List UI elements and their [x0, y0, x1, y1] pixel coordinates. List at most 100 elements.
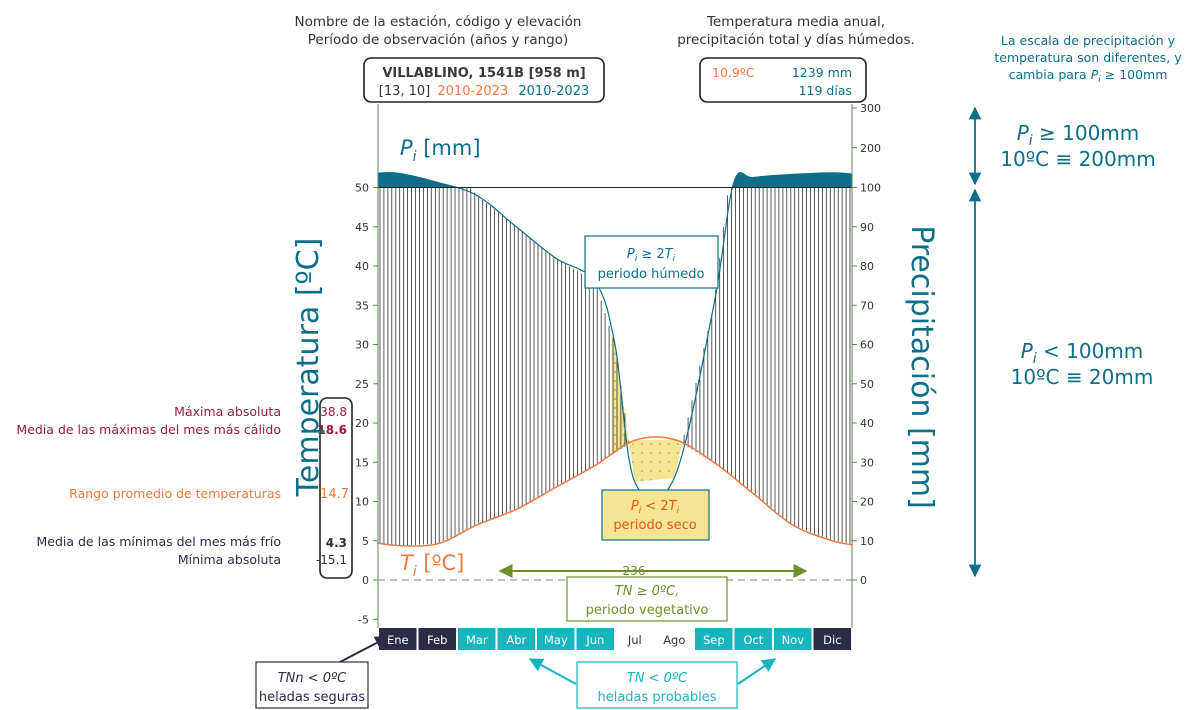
vegetative-days: 236 [623, 564, 646, 578]
mean-max-value: 18.6 [317, 423, 347, 437]
abs-max-label: Máxima absoluta [174, 404, 281, 419]
month-cell [576, 628, 614, 650]
left-tick-label: 0 [362, 574, 369, 587]
scale-note-suffix: ≥ 100mm [1105, 67, 1168, 82]
humid-hatch-layer [379, 187, 851, 546]
lower-scale-line1: Pi < 100mm [1021, 339, 1144, 367]
annual-caption-line1: Temperatura media anual, [706, 14, 885, 30]
month-cell [774, 628, 812, 650]
vegetative-line1: TN ≥ 0ºC, [615, 584, 679, 599]
left-tick-label: 35 [355, 299, 369, 312]
month-label: Jun [585, 633, 604, 647]
station-box [363, 57, 605, 103]
month-cell [497, 628, 535, 650]
series-layer [377, 171, 853, 581]
right-tick-label: 0 [860, 574, 867, 587]
range-value: 14.7 [320, 487, 349, 502]
left-tick-label: -5 [358, 613, 369, 626]
month-label: Oct [743, 633, 763, 647]
station-name: VILLABLINO, 1541B [958 m] [382, 66, 585, 81]
left-tick-label: 15 [355, 456, 369, 469]
month-label: Jul [627, 633, 642, 647]
left-tick-label: 40 [355, 260, 369, 273]
scale-note-sub: i [1098, 75, 1101, 85]
fill-layer [378, 172, 852, 482]
temp-curve-label: Ti [ºC] [400, 551, 464, 580]
month-cell [537, 628, 575, 650]
abs-min-label: Mínima absoluta [178, 552, 281, 567]
month-label: Feb [427, 633, 447, 647]
scale-note-line2: temperatura son diferentes, y [994, 50, 1182, 65]
precipitation-line [377, 171, 853, 500]
annual-caption-line2: precipitación total y días húmedos. [677, 32, 915, 48]
annual-box [699, 57, 867, 103]
month-cell [695, 628, 733, 650]
mean-min-value: 4.3 [326, 536, 347, 550]
right-tick-label: 60 [860, 339, 874, 352]
right-tick-label: 100 [860, 182, 881, 195]
frost-probable-line2: heladas probables [597, 690, 716, 705]
left-axis-title: Temperatura [ºC] [291, 238, 326, 498]
lower-scale-line2: 10ºC ≡ 20mm [1011, 365, 1154, 389]
scale-note-line1: La escala de precipitación y [1001, 33, 1176, 48]
station-caption-line1: Nombre de la estación, código y elevació… [295, 14, 582, 30]
right-tick-label: 20 [860, 496, 874, 509]
mean-min-label: Media de las mínimas del mes más frío [36, 534, 281, 549]
scale-note-line3: cambia para Pi ≥ 100mm [1009, 67, 1168, 85]
frost-sure-arrow [339, 636, 390, 663]
month-label: Ago [663, 633, 685, 647]
right-tick-label: 300 [860, 102, 881, 115]
right-tick-label: 10 [860, 535, 874, 548]
right-tick-label: 30 [860, 456, 874, 469]
left-tick-label: 30 [355, 339, 369, 352]
month-cell [655, 628, 693, 650]
month-label: Abr [506, 633, 526, 647]
annotations: Pi [mm] Ti [ºC] Pi ≥ 2Ti periodo húmedo … [255, 136, 808, 709]
scale-note-symbol: P [1091, 67, 1099, 82]
month-label: Dic [823, 633, 841, 647]
left-tick-label: 50 [355, 182, 369, 195]
humid-period-box [584, 235, 719, 289]
station-caption-line2: Período de observación (años y rango) [308, 32, 569, 48]
upper-scale-line1: Pi ≥ 100mm [1017, 121, 1140, 149]
month-label: Nov [782, 633, 805, 647]
right-tick-label: 200 [860, 142, 881, 155]
plot-area: -5 0 5 10 15 20 25 30 35 40 45 50 0 10 20 30 40 50 60 70 80 9… [355, 102, 881, 650]
vegetative-box [566, 576, 728, 622]
stats-box [319, 397, 353, 579]
left-tick-label: 5 [362, 535, 369, 548]
right-tick-label: 40 [860, 417, 874, 430]
scale-note-prefix: cambia para [1009, 67, 1091, 82]
precip-period: 2010-2023 [518, 84, 589, 99]
dry-period-line2: periodo seco [613, 518, 696, 533]
right-tick-label: 70 [860, 299, 874, 312]
month-label: Mar [466, 633, 488, 647]
annual-temp: 10.9ºC [712, 65, 755, 80]
left-tick-label: 20 [355, 417, 369, 430]
frost-sure-line2: heladas seguras [259, 690, 366, 705]
dry-period-dots [611, 334, 685, 482]
dry-period-box [601, 489, 710, 541]
wet-days: 119 días [799, 83, 852, 98]
month-cell [418, 628, 456, 650]
temp-period: 2010-2023 [437, 84, 508, 99]
dry-period-line1: Pi < 2Ti [631, 499, 680, 516]
frost-probable-arrow-left [528, 658, 577, 685]
obs-years: [13, 10] [379, 84, 431, 99]
precip-curve-label: Pi [mm] [400, 136, 481, 165]
month-cell [616, 628, 654, 650]
frost-probable-box [576, 661, 738, 709]
mean-max-label: Media de las máximas del mes más cálido [16, 422, 281, 437]
frost-sure-box [255, 661, 369, 709]
right-tick-label: 50 [860, 378, 874, 391]
humid-period-line1: Pi ≥ 2Ti [627, 247, 676, 264]
humid-period-line2: periodo húmedo [598, 267, 705, 282]
right-tick-label: 80 [860, 260, 874, 273]
temperature-line [377, 436, 853, 547]
month-label: Ene [387, 633, 409, 647]
axes-layer: -5 0 5 10 15 20 25 30 35 40 45 50 0 10 20 30 40 50 60 70 80 9… [355, 102, 881, 628]
month-bar: Ene Feb Mar Abr May Jun Jul Ago Sep Oct Nov Dic [379, 628, 851, 650]
right-axis-title: Precipitación [mm] [904, 225, 939, 509]
header: Nombre de la estación, código y elevació… [295, 14, 915, 103]
